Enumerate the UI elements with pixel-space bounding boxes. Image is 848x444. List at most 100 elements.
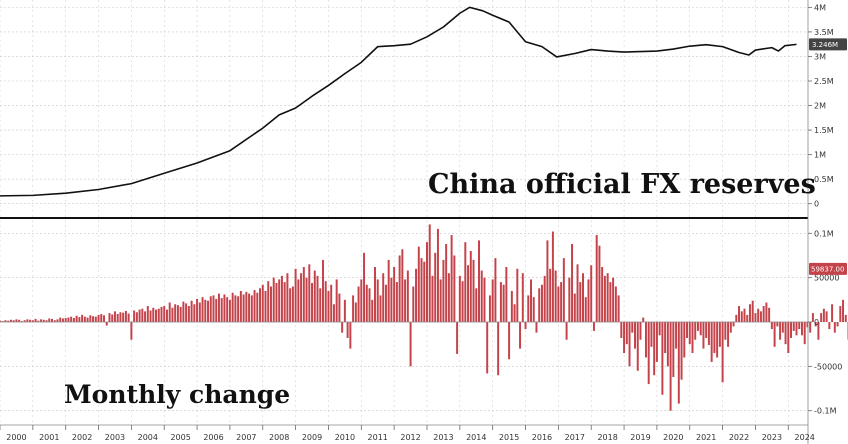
monthly-change-bar: [680, 322, 683, 380]
monthly-change-bar: [105, 322, 108, 326]
bottom-y-tick-label: 0: [814, 318, 819, 327]
monthly-change-bar: [683, 322, 686, 358]
monthly-change-bar: [431, 275, 434, 322]
monthly-change-bars: [0, 224, 848, 411]
top-y-tick-label: 2M: [814, 102, 826, 111]
monthly-change-bar: [483, 277, 486, 322]
monthly-change-bar: [762, 306, 765, 322]
monthly-change-bar: [494, 258, 497, 322]
monthly-change-bar: [127, 313, 130, 322]
monthly-change-bar: [302, 267, 305, 322]
monthly-change-bar: [332, 304, 335, 322]
bottom-y-tick-label: 0.1M: [814, 229, 834, 238]
monthly-change-bar: [395, 282, 398, 322]
monthly-change-bar: [710, 322, 713, 362]
monthly-change-bar: [283, 282, 286, 322]
monthly-change-bar: [623, 322, 626, 354]
monthly-change-bar: [428, 224, 431, 322]
x-tick-label: 2016: [532, 433, 552, 442]
monthly-change-bar: [149, 310, 152, 322]
x-tick-label: 2013: [433, 433, 453, 442]
x-tick-label: 2024: [795, 433, 815, 442]
monthly-change-bar: [113, 311, 116, 322]
monthly-change-bar: [790, 322, 793, 338]
monthly-change-bar: [316, 275, 319, 322]
x-tick-label: 2020: [663, 433, 683, 442]
monthly-change-bar: [445, 243, 448, 322]
monthly-change-bar: [450, 235, 453, 322]
monthly-change-bar: [152, 307, 155, 322]
monthly-change-bar: [0, 320, 1, 322]
monthly-change-bar: [226, 297, 229, 322]
monthly-change-bar: [551, 231, 554, 322]
monthly-change-bar: [393, 267, 396, 322]
monthly-change-bar: [168, 302, 171, 322]
monthly-change-bar: [595, 235, 598, 322]
monthly-change-bar: [513, 304, 516, 322]
monthly-change-bar: [119, 312, 122, 322]
monthly-change-bar: [269, 286, 272, 322]
monthly-change-bar: [631, 322, 634, 333]
monthly-change-bar: [75, 315, 78, 322]
monthly-change-bar: [330, 284, 333, 322]
x-tick-label: 2002: [72, 433, 92, 442]
monthly-change-bar: [612, 277, 615, 322]
monthly-change-bar: [705, 322, 708, 338]
monthly-change-bar: [1, 321, 4, 322]
monthly-change-bar: [839, 306, 842, 322]
monthly-change-bar: [447, 273, 450, 322]
monthly-change-bar: [625, 322, 628, 345]
monthly-change-bar: [280, 275, 283, 322]
monthly-change-bar: [48, 318, 51, 322]
monthly-change-bar: [488, 295, 491, 322]
monthly-change-bar: [37, 320, 40, 322]
top-y-tick-label: 3.5M: [814, 28, 834, 37]
monthly-change-bar: [207, 300, 210, 322]
x-tick-label: 2001: [39, 433, 59, 442]
monthly-change-bar: [576, 264, 579, 322]
monthly-change-bar: [198, 302, 201, 322]
monthly-change-bar: [809, 322, 812, 333]
monthly-change-bar: [242, 294, 245, 322]
monthly-change-bar: [464, 242, 467, 322]
monthly-change-bar: [70, 316, 73, 322]
monthly-change-bar: [398, 255, 401, 322]
x-tick-label: 2015: [499, 433, 519, 442]
monthly-change-bar: [811, 313, 814, 322]
monthly-change-bar: [817, 322, 820, 340]
x-tick-label: 2014: [466, 433, 486, 442]
monthly-change-bar: [480, 270, 483, 322]
monthly-change-bar: [261, 284, 264, 322]
monthly-change-last-value-box: [809, 262, 847, 275]
monthly-change-bar: [349, 322, 352, 349]
monthly-change-bar: [23, 320, 26, 322]
monthly-change-bar: [130, 322, 133, 340]
monthly-change-bar: [461, 281, 464, 322]
monthly-change-bar: [519, 322, 522, 349]
monthly-change-bar: [800, 322, 803, 336]
monthly-change-bar: [549, 268, 552, 322]
monthly-change-bar: [554, 270, 557, 322]
monthly-change-bar: [81, 314, 84, 322]
monthly-change-bar: [505, 267, 508, 322]
monthly-change-bar: [234, 295, 237, 322]
monthly-change-bar: [267, 281, 270, 322]
monthly-change-bar: [661, 322, 664, 395]
monthly-change-bar: [828, 322, 831, 330]
monthly-change-bar: [573, 293, 576, 322]
monthly-change-bar: [743, 308, 746, 322]
monthly-change-bar: [453, 255, 456, 322]
monthly-change-bar: [620, 322, 623, 338]
monthly-change-bar: [89, 315, 92, 322]
monthly-change-bar: [806, 322, 809, 328]
monthly-change-bar: [374, 267, 376, 322]
monthly-change-bar: [409, 322, 412, 367]
monthly-change-bar: [757, 308, 760, 322]
monthly-change-bar: [836, 322, 839, 327]
monthly-change-bar: [560, 282, 563, 322]
monthly-change-bar: [64, 318, 67, 322]
monthly-change-bar: [754, 313, 757, 322]
monthly-change-bar: [653, 322, 656, 376]
monthly-change-bar: [390, 277, 393, 322]
monthly-change-bar: [157, 308, 160, 322]
